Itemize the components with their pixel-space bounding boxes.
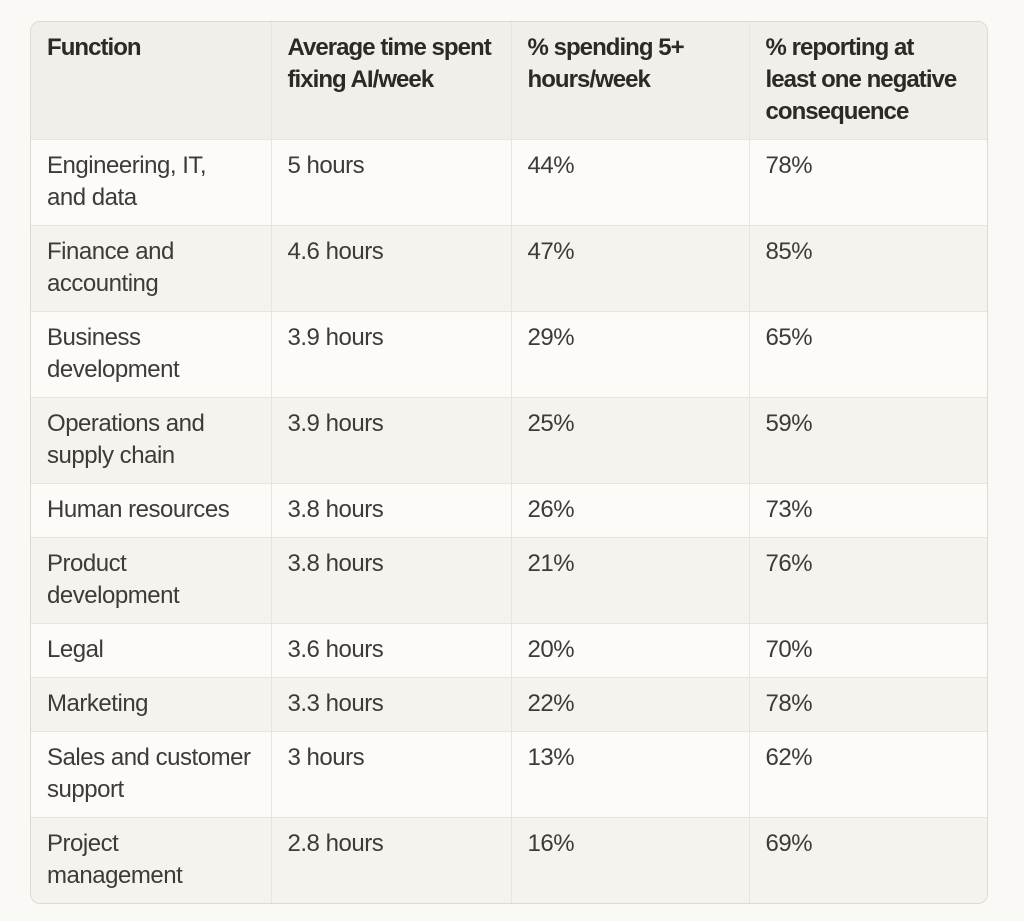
table-row: Sales and customer support 3 hours 13% 62% [31, 731, 987, 818]
cell-pct-negative: 78% [748, 677, 987, 732]
cell-avg-time: 3.9 hours [270, 311, 511, 398]
table-header: Function Average time spent fixing AI/we… [31, 22, 987, 140]
cell-pct-negative: 65% [748, 311, 987, 398]
column-header-function: Function [31, 22, 271, 140]
ai-fixing-time-table: Function Average time spent fixing AI/we… [30, 21, 988, 904]
cell-pct-5plus: 47% [510, 225, 749, 312]
table-row: Business development 3.9 hours 29% 65% [31, 311, 987, 398]
header-row: Function Average time spent fixing AI/we… [31, 22, 987, 140]
cell-pct-5plus: 25% [510, 397, 749, 484]
cell-pct-negative: 78% [748, 139, 987, 226]
cell-pct-5plus: 22% [510, 677, 749, 732]
table-row: Marketing 3.3 hours 22% 78% [31, 677, 987, 732]
cell-function: Engineering, IT, and data [31, 139, 271, 226]
cell-function: Product development [31, 537, 271, 624]
cell-pct-5plus: 44% [510, 139, 749, 226]
cell-avg-time: 3 hours [270, 731, 511, 818]
cell-pct-negative: 85% [748, 225, 987, 312]
cell-avg-time: 3.8 hours [270, 483, 511, 538]
table-row: Operations and supply chain 3.9 hours 25% 5… [31, 397, 987, 484]
table-body: Engineering, IT, and data 5 hours 44% 78% Fi… [31, 139, 987, 903]
cell-pct-negative: 69% [748, 817, 987, 903]
cell-pct-5plus: 20% [510, 623, 749, 678]
cell-function: Operations and supply chain [31, 397, 271, 484]
cell-avg-time: 4.6 hours [270, 225, 511, 312]
column-header-pct-negative: % reporting at least one negative conseq… [748, 22, 987, 140]
column-header-pct-5plus: % spending 5+ hours/week [510, 22, 749, 140]
cell-pct-negative: 73% [748, 483, 987, 538]
cell-avg-time: 3.3 hours [270, 677, 511, 732]
cell-pct-negative: 70% [748, 623, 987, 678]
cell-pct-5plus: 29% [510, 311, 749, 398]
cell-avg-time: 3.6 hours [270, 623, 511, 678]
table-row: Finance and accounting 4.6 hours 47% 85% [31, 225, 987, 312]
table-row: Product development 3.8 hours 21% 76% [31, 537, 987, 624]
data-table: Function Average time spent fixing AI/we… [31, 22, 987, 903]
cell-pct-5plus: 26% [510, 483, 749, 538]
cell-function: Legal [31, 623, 271, 678]
cell-function: Project management [31, 817, 271, 903]
cell-avg-time: 3.9 hours [270, 397, 511, 484]
column-header-avg-time: Average time spent fixing AI/week [270, 22, 511, 140]
table-row: Human resources 3.8 hours 26% 73% [31, 483, 987, 538]
table-row: Engineering, IT, and data 5 hours 44% 78% [31, 139, 987, 226]
cell-avg-time: 5 hours [270, 139, 511, 226]
cell-function: Human resources [31, 483, 271, 538]
cell-avg-time: 3.8 hours [270, 537, 511, 624]
cell-pct-5plus: 16% [510, 817, 749, 903]
cell-function: Marketing [31, 677, 271, 732]
cell-function: Finance and accounting [31, 225, 271, 312]
cell-pct-5plus: 21% [510, 537, 749, 624]
cell-function: Business development [31, 311, 271, 398]
cell-pct-5plus: 13% [510, 731, 749, 818]
cell-pct-negative: 62% [748, 731, 987, 818]
cell-pct-negative: 76% [748, 537, 987, 624]
cell-pct-negative: 59% [748, 397, 987, 484]
table-row: Legal 3.6 hours 20% 70% [31, 623, 987, 678]
cell-function: Sales and customer support [31, 731, 271, 818]
table-row: Project management 2.8 hours 16% 69% [31, 817, 987, 903]
cell-avg-time: 2.8 hours [270, 817, 511, 903]
